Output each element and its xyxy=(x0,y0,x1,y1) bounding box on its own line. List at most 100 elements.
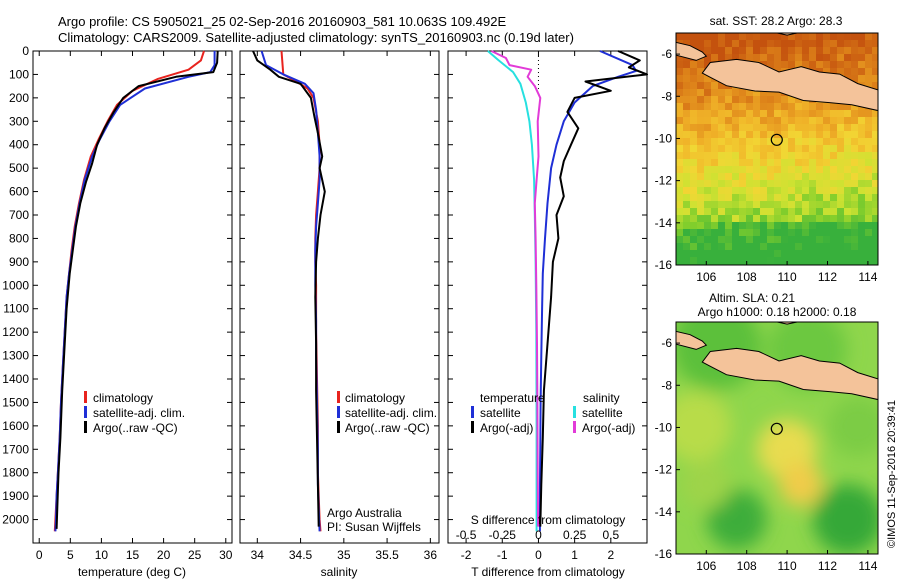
sst-cell xyxy=(788,194,795,201)
sst-cell xyxy=(837,124,844,131)
sst-cell xyxy=(865,54,872,61)
sst-cell xyxy=(851,243,858,250)
sst-cell xyxy=(844,159,851,166)
sst-cell xyxy=(676,75,683,82)
sst-cell xyxy=(823,201,830,208)
sst-cell xyxy=(802,145,809,152)
sst-cell xyxy=(767,110,774,117)
sst-heatmap-cells xyxy=(676,33,878,265)
sst-cell xyxy=(732,201,739,208)
sst-cell xyxy=(718,103,725,110)
sst-cell xyxy=(802,54,809,61)
sst-cell xyxy=(718,40,725,47)
sst-cell xyxy=(844,33,851,40)
sst-cell xyxy=(858,166,865,173)
sst-cell xyxy=(718,208,725,215)
sst-cell xyxy=(739,222,746,229)
sst-cell xyxy=(837,145,844,152)
legend-label-satellite: satellite-adj. clim. xyxy=(93,406,185,420)
sst-cell xyxy=(753,173,760,180)
sst-cell xyxy=(837,250,844,257)
legend-swatch-satellite xyxy=(84,406,87,418)
legend-label-satellite: satellite-adj. clim. xyxy=(345,406,437,420)
sst-cell xyxy=(788,250,795,257)
sst-cell xyxy=(704,117,711,124)
sst-cell xyxy=(746,194,753,201)
sst-cell xyxy=(767,257,774,264)
sst-cell xyxy=(725,54,732,61)
sst-cell xyxy=(816,117,823,124)
sst-cell xyxy=(795,54,802,61)
sst-cell xyxy=(704,250,711,257)
sst-cell xyxy=(718,159,725,166)
sst-cell xyxy=(865,159,872,166)
sst-cell xyxy=(683,236,690,243)
sst-cell xyxy=(704,257,711,264)
sst-cell xyxy=(872,208,878,215)
sst-cell xyxy=(872,215,878,222)
series-line-satellite xyxy=(487,50,538,532)
sst-cell xyxy=(851,187,858,194)
sst-cell xyxy=(781,145,788,152)
sst-cell xyxy=(823,222,830,229)
sst-cell xyxy=(788,47,795,54)
sst-cell xyxy=(844,243,851,250)
sst-cell xyxy=(774,40,781,47)
sst-cell xyxy=(781,110,788,117)
sst-cell xyxy=(774,201,781,208)
sst-cell xyxy=(872,124,878,131)
sst-cell xyxy=(676,117,683,124)
sst-cell xyxy=(711,243,718,250)
sst-cell xyxy=(858,187,865,194)
sst-cell xyxy=(732,236,739,243)
sst-cell xyxy=(697,166,704,173)
sst-cell xyxy=(788,159,795,166)
sst-cell xyxy=(830,103,837,110)
sst-cell xyxy=(865,229,872,236)
sst-cell xyxy=(788,145,795,152)
sst-cell xyxy=(788,103,795,110)
sst-cell xyxy=(858,33,865,40)
sst-cell xyxy=(676,152,683,159)
sst-cell xyxy=(704,166,711,173)
sst-cell xyxy=(837,194,844,201)
sst-cell xyxy=(697,33,704,40)
sst-cell xyxy=(697,236,704,243)
sst-cell xyxy=(753,131,760,138)
sst-cell xyxy=(704,180,711,187)
y-tick-label: 1100 xyxy=(3,302,29,316)
sst-cell xyxy=(781,201,788,208)
sst-cell xyxy=(711,222,718,229)
sst-cell xyxy=(697,117,704,124)
sst-cell xyxy=(788,180,795,187)
y-tick-label: 1300 xyxy=(2,349,29,363)
sst-cell xyxy=(816,145,823,152)
sst-cell xyxy=(704,194,711,201)
sst-cell xyxy=(753,250,760,257)
sst-cell xyxy=(774,103,781,110)
sst-cell xyxy=(872,40,878,47)
sst-cell xyxy=(837,166,844,173)
sst-cell xyxy=(781,187,788,194)
sst-cell xyxy=(711,145,718,152)
sla-field-blob xyxy=(681,459,732,510)
sst-cell xyxy=(809,173,816,180)
sst-cell xyxy=(802,222,809,229)
lat-tick-label: -8 xyxy=(661,378,672,392)
sst-cell xyxy=(711,194,718,201)
sst-cell xyxy=(823,166,830,173)
sst-cell xyxy=(830,61,837,68)
sst-cell xyxy=(690,89,697,96)
sst-cell xyxy=(851,33,858,40)
sst-cell xyxy=(858,68,865,75)
sst-cell xyxy=(865,180,872,187)
sst-cell xyxy=(830,54,837,61)
sst-cell xyxy=(872,75,878,82)
sst-cell xyxy=(746,103,753,110)
sst-cell xyxy=(725,250,732,257)
s-tick-label: -0.25 xyxy=(489,528,517,542)
sst-cell xyxy=(802,166,809,173)
sst-cell xyxy=(816,201,823,208)
sst-cell xyxy=(816,47,823,54)
sst-cell xyxy=(683,180,690,187)
